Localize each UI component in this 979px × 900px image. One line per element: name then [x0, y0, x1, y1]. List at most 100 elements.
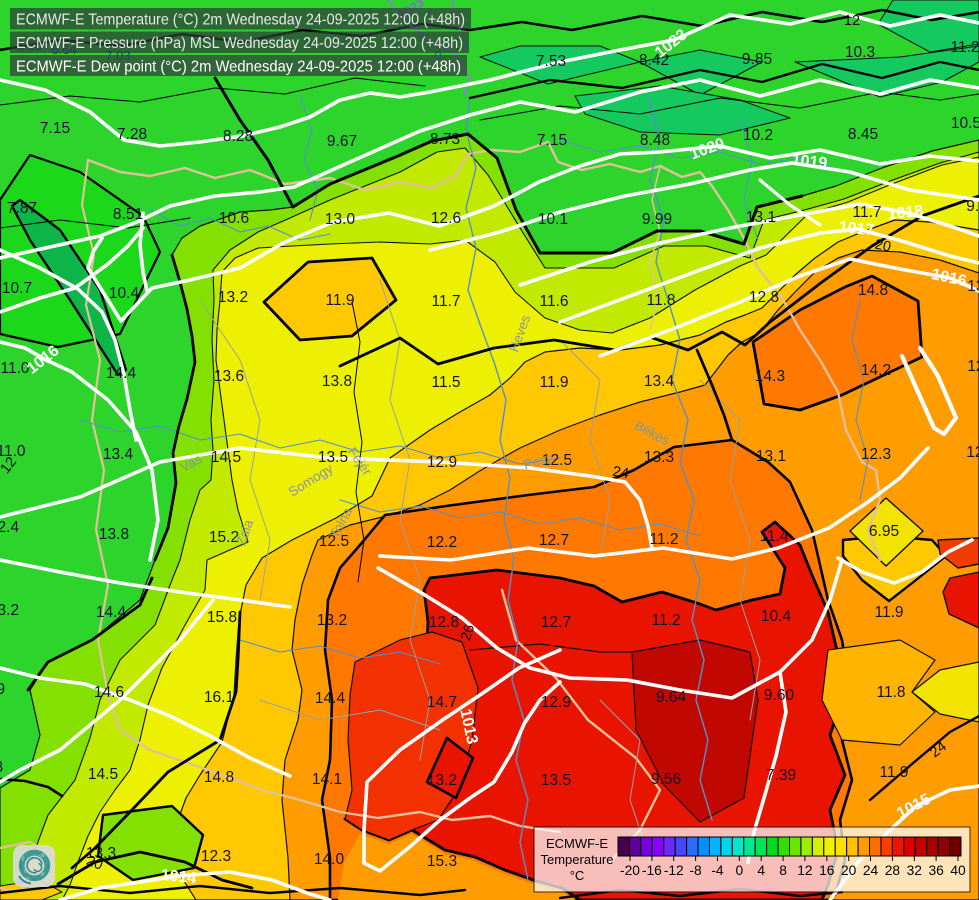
svg-text:13.1: 13.1: [746, 209, 776, 226]
svg-text:8.42: 8.42: [639, 52, 669, 69]
svg-text:14.3: 14.3: [755, 368, 785, 385]
svg-text:12.5: 12.5: [319, 533, 349, 550]
svg-text:9.56: 9.56: [651, 771, 681, 788]
svg-text:ECMWF-E Pressure (hPa) MSL Wed: ECMWF-E Pressure (hPa) MSL Wednesday 24-…: [16, 35, 463, 52]
svg-text:11.9: 11.9: [325, 292, 354, 309]
svg-text:13.8: 13.8: [322, 373, 352, 390]
svg-text:10.6: 10.6: [219, 210, 249, 227]
svg-text:12.: 12.: [967, 358, 979, 375]
svg-text:20: 20: [841, 863, 857, 878]
svg-text:11.9: 11.9: [539, 374, 568, 391]
svg-text:12.9: 12.9: [541, 694, 571, 711]
svg-text:11.9: 11.9: [879, 764, 908, 781]
svg-text:14.8: 14.8: [858, 282, 888, 299]
svg-text:12.7: 12.7: [541, 614, 571, 631]
svg-text:13.3: 13.3: [86, 845, 116, 862]
svg-text:-12: -12: [664, 863, 684, 878]
svg-text:Pest: Pest: [522, 451, 552, 473]
svg-text:26: 26: [458, 623, 478, 643]
svg-text:12.6: 12.6: [431, 210, 461, 227]
svg-text:10.4: 10.4: [761, 608, 792, 625]
svg-text:7.87: 7.87: [7, 200, 37, 217]
svg-text:ECMWF-E Temperature (°C) 2m We: ECMWF-E Temperature (°C) 2m Wednesday 24…: [16, 12, 465, 29]
svg-text:14.8: 14.8: [204, 769, 234, 786]
svg-text:15.8: 15.8: [207, 609, 237, 626]
svg-text:11.2: 11.2: [950, 39, 979, 56]
svg-text:13.4: 13.4: [644, 373, 675, 390]
svg-text:-4: -4: [711, 863, 724, 878]
svg-text:12: 12: [844, 13, 860, 29]
svg-text:1017: 1017: [838, 219, 875, 240]
svg-text:10.4: 10.4: [109, 285, 140, 302]
svg-text:11.0: 11.0: [0, 443, 26, 460]
svg-text:11.6: 11.6: [539, 293, 568, 310]
svg-text:8.45: 8.45: [848, 126, 878, 143]
svg-text:13.5: 13.5: [541, 772, 571, 789]
svg-text:12.3: 12.3: [201, 848, 231, 865]
svg-text:11.0: 11.0: [0, 360, 29, 377]
svg-text:12.9: 12.9: [427, 454, 457, 471]
svg-text:7.15: 7.15: [537, 132, 567, 149]
svg-text:13.5: 13.5: [318, 449, 348, 466]
svg-text:11.2: 11.2: [651, 612, 680, 629]
svg-text:ECMWF-E: ECMWF-E: [546, 836, 608, 851]
svg-text:16: 16: [819, 863, 835, 878]
svg-text:7.15: 7.15: [40, 120, 70, 137]
svg-text:12.2: 12.2: [427, 534, 457, 551]
svg-text:9.99: 9.99: [642, 211, 672, 228]
svg-text:32: 32: [907, 863, 922, 878]
svg-text:1014: 1014: [160, 867, 197, 888]
svg-text:11.7: 11.7: [852, 204, 881, 221]
svg-text:-20: -20: [620, 863, 640, 878]
svg-text:15.3: 15.3: [427, 853, 457, 870]
svg-text:12: 12: [797, 863, 812, 878]
svg-text:28: 28: [885, 863, 901, 878]
svg-text:4: 4: [757, 863, 765, 878]
svg-text:8: 8: [779, 863, 787, 878]
svg-text:-8: -8: [689, 863, 702, 878]
svg-text:10.7: 10.7: [2, 280, 32, 297]
svg-text:11.7: 11.7: [431, 293, 460, 310]
svg-text:13.1: 13.1: [756, 448, 786, 465]
svg-text:13.: 13.: [967, 278, 979, 295]
svg-text:8.73: 8.73: [430, 131, 460, 148]
svg-text:1018: 1018: [887, 203, 924, 224]
svg-text:16.1: 16.1: [204, 689, 234, 706]
svg-text:7.53: 7.53: [536, 53, 566, 70]
svg-text:10.5: 10.5: [951, 115, 979, 132]
svg-text:14.9: 14.9: [0, 681, 5, 698]
svg-text:14.6: 14.6: [94, 684, 124, 701]
svg-text:8.51: 8.51: [113, 206, 143, 223]
svg-text:11.9: 11.9: [874, 604, 903, 621]
svg-text:12.8: 12.8: [749, 289, 779, 306]
svg-text:8.48: 8.48: [640, 132, 670, 149]
svg-text:13.2: 13.2: [317, 612, 347, 629]
svg-text:13.0: 13.0: [325, 211, 356, 228]
svg-text:9.60: 9.60: [764, 687, 795, 704]
svg-text:13.2: 13.2: [0, 602, 19, 619]
svg-text:14.8: 14.8: [0, 759, 3, 776]
svg-text:11.8: 11.8: [646, 292, 675, 309]
svg-text:9.67: 9.67: [327, 133, 357, 150]
svg-text:8.28: 8.28: [223, 128, 253, 145]
svg-text:24: 24: [927, 739, 950, 762]
svg-text:13.4: 13.4: [103, 446, 134, 463]
svg-text:0: 0: [735, 863, 743, 878]
svg-text:11.4: 11.4: [759, 528, 788, 545]
svg-text:11.2: 11.2: [649, 531, 678, 548]
svg-text:14.0: 14.0: [314, 851, 345, 868]
svg-text:-16: -16: [642, 863, 662, 878]
svg-text:12.: 12.: [966, 444, 979, 461]
svg-text:20: 20: [84, 853, 105, 874]
svg-text:7.39: 7.39: [766, 767, 796, 784]
svg-text:20: 20: [873, 237, 892, 256]
svg-text:14.1: 14.1: [312, 771, 342, 788]
svg-text:13.2: 13.2: [427, 772, 457, 789]
svg-text:12.5: 12.5: [542, 452, 572, 469]
svg-text:12.4: 12.4: [0, 519, 19, 536]
svg-text:6.95: 6.95: [869, 523, 899, 540]
svg-text:14.2: 14.2: [861, 362, 891, 379]
svg-text:°C: °C: [570, 868, 585, 883]
svg-text:10.3: 10.3: [845, 44, 875, 61]
svg-text:14.7: 14.7: [427, 694, 457, 711]
